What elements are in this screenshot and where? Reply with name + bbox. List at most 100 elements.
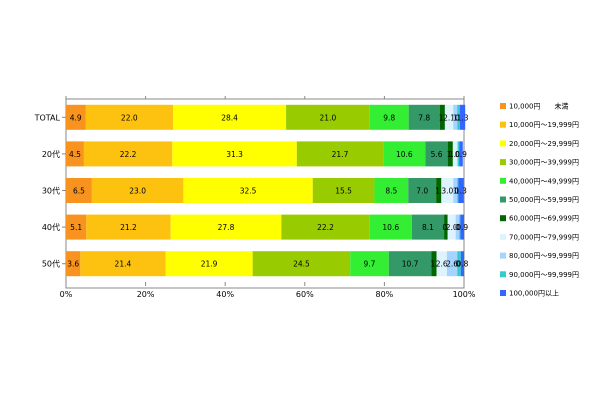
bar-segment: [457, 178, 459, 203]
data-label: 6.5: [73, 187, 85, 196]
data-label: 21.4: [115, 260, 132, 269]
data-label: 21.7: [332, 150, 349, 159]
bar-segment: [431, 251, 437, 277]
data-label: 23.0: [129, 187, 146, 196]
x-tick-label: 60%: [296, 290, 314, 299]
bar-segment: [460, 104, 466, 130]
bar-segment: [456, 141, 459, 167]
data-label: 7.0: [416, 187, 428, 196]
data-label: 7.8: [418, 113, 430, 122]
value-axis: 0% 20% 40% 60% 80% 100%: [60, 96, 476, 299]
bar-segment: [388, 251, 432, 277]
data-label: 2.0: [446, 223, 458, 232]
bar-segment: [411, 214, 445, 240]
bar-segment: [459, 141, 463, 167]
data-label: 32.5: [240, 187, 257, 196]
bar-segment: [446, 251, 458, 277]
bar-segment: [91, 178, 184, 203]
data-label: 21.2: [120, 223, 137, 232]
bar-segment: [165, 251, 253, 277]
bar-segment: [408, 104, 440, 130]
data-label: 0: [455, 223, 460, 232]
bar-segment: [436, 178, 442, 203]
data-label: 0.9: [455, 150, 467, 159]
bar-segment: [453, 104, 458, 130]
bar-segment: [312, 178, 375, 203]
data-label: 0.: [442, 223, 449, 232]
bar-segment: [369, 104, 409, 130]
data-label: 1.0: [449, 150, 461, 159]
data-label: 21.9: [201, 260, 218, 269]
legend-label: 40,000円～49,999円: [509, 177, 579, 185]
data-label: 1: [453, 113, 458, 122]
data-label: 0: [455, 150, 460, 159]
legend-label: 10,000円 未満: [509, 102, 569, 111]
bar-segment: [183, 178, 313, 203]
bar-segment: [286, 104, 370, 130]
bar-segment: [369, 214, 412, 240]
data-label: 1.3: [455, 187, 467, 196]
bar-segment: [350, 251, 389, 277]
bar-segment: [444, 104, 454, 130]
data-label: 10.6: [382, 223, 399, 232]
category-axis: TOTAL 20代 30代 40代 50代: [34, 113, 66, 269]
x-tick-label: 80%: [376, 290, 394, 299]
bar-segment: [457, 104, 461, 130]
bar-segment: [458, 178, 464, 203]
bar-segment: [66, 178, 92, 203]
bar-segment: [66, 141, 84, 167]
bar-segment: [296, 141, 384, 167]
bar-segment: [460, 214, 464, 240]
bar-segment: [425, 141, 448, 167]
data-label: 0.: [455, 260, 462, 269]
bar-segment: [66, 104, 86, 130]
legend-swatch: [500, 233, 506, 240]
data-label: 8.1: [422, 223, 434, 232]
bar-segment: [455, 214, 460, 240]
data-label: 1.: [439, 113, 446, 122]
bar-segment: [447, 141, 453, 167]
data-label: 22.0: [121, 113, 138, 122]
legend-label: 60,000円～69,999円: [509, 215, 579, 223]
bar-segment: [173, 104, 287, 130]
data-label: 0.8: [456, 260, 468, 269]
data-label: 5.6: [431, 150, 443, 159]
data-label: 31.3: [226, 150, 243, 159]
bar-segment: [447, 214, 456, 240]
data-label: 0.: [456, 223, 463, 232]
data-label: 10.7: [402, 260, 419, 269]
data-label: 15.5: [335, 187, 352, 196]
bar-segment: [444, 214, 448, 240]
legend-swatch: [500, 103, 506, 109]
legend-swatch: [500, 159, 506, 166]
bar-segment: [66, 251, 81, 277]
x-tick-label: 40%: [216, 290, 234, 299]
data-label: 1.3: [457, 113, 469, 122]
bar-segment: [170, 214, 282, 240]
legend-label: 80,000円～99,999円: [509, 252, 579, 260]
legend-swatch: [500, 196, 506, 203]
legend-swatch: [500, 140, 506, 147]
legend: 10,000円 未満 10,000円～19,999円 20,000円～29,999円…: [500, 102, 579, 298]
bar-segment: [383, 141, 426, 167]
legend-swatch: [500, 252, 506, 259]
bar-segment: [452, 141, 457, 167]
data-label: 1: [453, 187, 458, 196]
data-label: 22.2: [317, 223, 334, 232]
data-label: 4.9: [70, 113, 82, 122]
data-label: 0.: [455, 113, 462, 122]
x-tick-label: 20%: [137, 290, 155, 299]
data-label: 0.9: [456, 223, 468, 232]
category-label: 50代: [42, 259, 60, 269]
legend-swatch: [500, 215, 506, 222]
data-label: 28.4: [221, 113, 238, 122]
data-label: 5.1: [70, 223, 82, 232]
bar-segment: [408, 178, 437, 203]
category-label: 20代: [42, 149, 60, 159]
data-label: 0.: [455, 150, 462, 159]
bar-segment: [436, 251, 447, 277]
bar-segment: [453, 178, 458, 203]
bar-segment: [459, 214, 461, 240]
data-label: 0.: [454, 187, 461, 196]
legend-swatch: [500, 290, 506, 296]
